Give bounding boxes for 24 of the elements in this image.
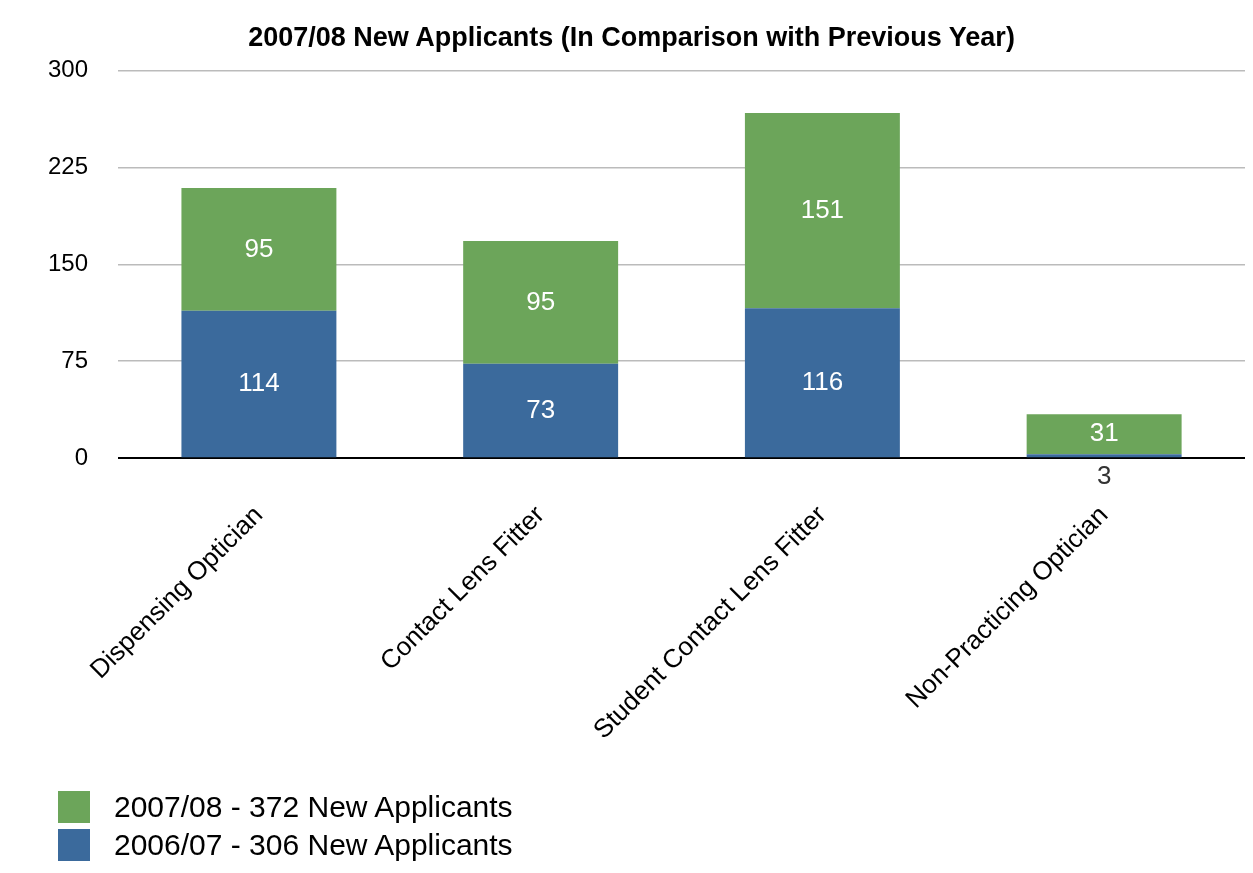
y-tick-label: 150 — [48, 248, 89, 276]
legend-label: 2007/08 - 372 New Applicants — [114, 789, 513, 825]
legend-label: 2006/07 - 306 New Applicants — [114, 827, 513, 863]
bar — [1026, 414, 1182, 455]
y-tick-label: 75 — [61, 345, 89, 373]
y-tick-label: 300 — [48, 55, 89, 83]
data-label: 151 — [800, 193, 845, 224]
bar — [744, 113, 900, 309]
bar — [463, 241, 619, 364]
data-label: 116 — [801, 365, 844, 396]
bar — [181, 310, 337, 458]
y-tick-label: 225 — [48, 151, 89, 179]
data-label: 95 — [244, 232, 274, 263]
data-label: 95 — [526, 285, 556, 316]
chart-title: 2007/08 New Applicants (In Comparison with Previous Year) — [248, 21, 1015, 52]
bar — [181, 188, 337, 311]
y-tick-label: 0 — [74, 442, 89, 470]
bar — [744, 308, 900, 458]
data-label: 73 — [526, 393, 556, 424]
data-label: 114 — [238, 367, 280, 398]
bar — [463, 363, 619, 458]
data-label: 31 — [1089, 417, 1119, 448]
bar — [1026, 454, 1182, 458]
data-label: 3 — [1096, 460, 1112, 491]
